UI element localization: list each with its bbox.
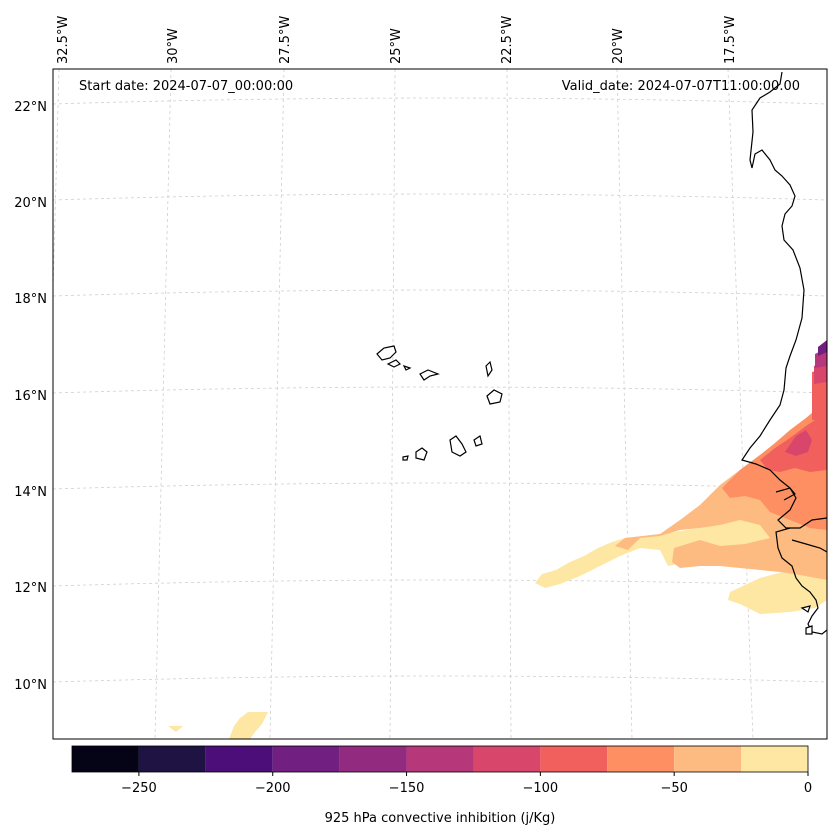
latitude-labels: 22°N 20°N 18°N 16°N 14°N 12°N 10°N <box>14 100 47 693</box>
valid-date: Valid_date: 2024-07-07T11:00:00.00 <box>562 79 800 94</box>
colorbar-segment <box>138 746 206 772</box>
colorbar-tick-label: 0 <box>804 781 812 796</box>
lat-label-16n: 16°N <box>14 389 47 404</box>
colorbar-segment <box>607 746 675 772</box>
lon-label-27-5w: 27.5°W <box>278 16 293 64</box>
parallel-12n <box>53 579 827 587</box>
lat-label-12n: 12°N <box>14 581 47 596</box>
colorbar-tick-label: −100 <box>523 781 559 796</box>
lon-label-32-5w: 32.5°W <box>56 16 71 64</box>
colorbar-tick-label: −250 <box>121 781 157 796</box>
colorbar-segment <box>339 746 407 772</box>
lat-label-10n: 10°N <box>14 678 47 693</box>
colorbar-segment <box>72 746 139 772</box>
lat-label-22n: 22°N <box>14 100 47 115</box>
colorbar-segment <box>674 746 742 772</box>
lon-label-25w: 25°W <box>389 28 404 64</box>
colorbar-segment <box>741 746 808 772</box>
map-content <box>53 69 827 739</box>
island-santiago <box>449 435 467 457</box>
colorbar-segment <box>540 746 608 772</box>
meridian-20w <box>616 69 633 739</box>
map-background <box>53 69 827 739</box>
lon-label-20w: 20°W <box>611 28 626 64</box>
island-sao-nicolau <box>419 369 440 381</box>
inland-river <box>775 487 827 553</box>
map-frame <box>52 68 828 740</box>
colorbar-segment <box>272 746 340 772</box>
contour-level-minus100-to-minus125 <box>785 430 812 456</box>
colorbar-label: 925 hPa convective inhibition (j/Kg) <box>325 811 556 826</box>
colorbar-segment <box>473 746 541 772</box>
parallel-18n <box>53 289 827 297</box>
lat-label-20n: 20°N <box>14 196 47 211</box>
island-sal <box>485 360 493 378</box>
meridian-22-5w <box>506 69 512 739</box>
contour-edge-purple <box>818 340 827 356</box>
meridian-27-5w <box>269 69 285 739</box>
meridian-17-5w <box>727 69 754 739</box>
lon-label-22-5w: 22.5°W <box>500 16 515 64</box>
lat-label-14n: 14°N <box>14 485 47 500</box>
island-santa-luzia <box>402 364 412 371</box>
island-bijagos-a <box>800 605 811 613</box>
island-sao-vicente <box>386 359 402 368</box>
parallel-10n <box>53 675 827 683</box>
island-bijagos-b <box>805 625 813 635</box>
coastlines <box>376 71 827 635</box>
cin-contours <box>168 340 827 739</box>
parallel-16n <box>53 386 827 394</box>
colorbar-tick-label: −150 <box>389 781 425 796</box>
lon-label-30w: 30°W <box>166 28 181 64</box>
contour-patch-south-a <box>229 712 268 739</box>
colorbar-frame <box>71 745 809 773</box>
longitude-labels: 32.5°W 30°W 27.5°W 25°W 22.5°W 20°W 17.5… <box>56 16 738 64</box>
colorbar: −250 −200 −150 −100 −50 0 <box>71 745 812 796</box>
island-santo-antao <box>376 345 397 361</box>
contour-patch-south-b <box>168 726 183 732</box>
meridian-30w <box>154 69 172 739</box>
island-boa-vista <box>486 389 503 405</box>
meridian-25w <box>389 69 396 739</box>
lon-label-17-5w: 17.5°W <box>723 16 738 64</box>
lat-label-18n: 18°N <box>14 292 47 307</box>
parallel-14n <box>53 482 827 490</box>
island-maio <box>473 435 483 447</box>
colorbar-tick-label: −50 <box>660 781 687 796</box>
colorbar-tick-label: −200 <box>255 781 291 796</box>
parallel-20n <box>53 193 827 201</box>
colorbar-segment <box>205 746 273 772</box>
island-brava <box>402 455 409 461</box>
gridlines <box>53 69 827 739</box>
parallel-22n <box>53 97 827 105</box>
island-fogo <box>415 447 428 461</box>
colorbar-segment <box>406 746 474 772</box>
start-date: Start date: 2024-07-07_00:00:00 <box>79 79 293 94</box>
